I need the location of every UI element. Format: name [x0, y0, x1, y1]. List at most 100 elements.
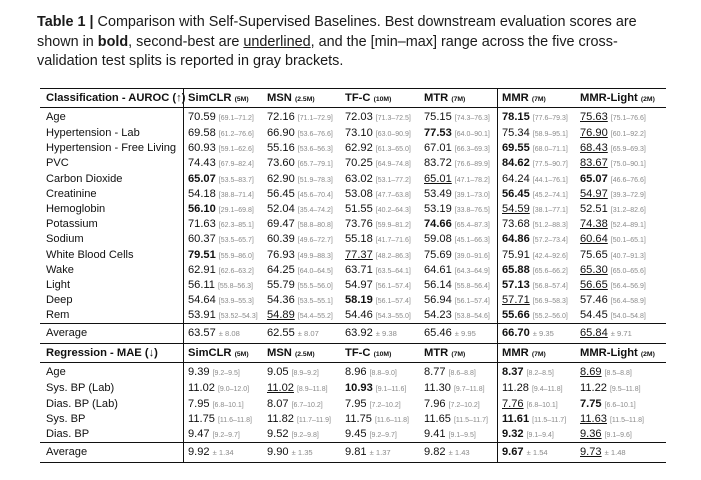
- caption-text-2: , second-best are: [128, 33, 244, 50]
- score-value: 75.34: [502, 127, 530, 139]
- score-value: 54.97: [580, 187, 608, 200]
- score-range: [54.4–55.2]: [297, 313, 333, 321]
- score-cell: 63.92 ± 9.38: [345, 327, 397, 339]
- score-value: 75.15: [424, 111, 452, 123]
- score-value: 65.01: [424, 172, 452, 185]
- score-range: [41.7–71.6]: [375, 237, 411, 245]
- score-value: 60.37: [188, 233, 216, 246]
- score-range: [56.4–56.9]: [610, 282, 646, 290]
- score-value: 54.45: [580, 309, 608, 322]
- column-size: (2M): [640, 96, 655, 103]
- table-row: Deep 54.64 [53.9–55.3] 54.36 [53.5–55.1] 58.1…: [40, 293, 666, 308]
- score-range: [55.9–86.0]: [218, 252, 254, 260]
- score-range: [9.1–9.6]: [604, 432, 632, 439]
- score-range: [11.5–11.8]: [609, 416, 644, 424]
- score-range: [33.8–76.5]: [454, 206, 490, 214]
- score-range: [71.1–72.9]: [297, 115, 333, 122]
- score-value: 64.25: [267, 263, 295, 276]
- score-cell: 56.14 [55.8–56.4]: [424, 279, 490, 291]
- score-value: 62.91: [188, 263, 216, 276]
- table-row: Sodium 60.37 [53.5–65.7] 60.39 [49.6–72.7] 55…: [40, 232, 666, 247]
- score-range: [68.0–71.1]: [532, 146, 568, 154]
- regression-section-title: Regression - MAE (↓): [46, 347, 158, 360]
- caption-underline-word: underlined: [243, 33, 311, 50]
- score-value: 57.71: [502, 294, 530, 307]
- score-range: [9.1–9.4]: [526, 432, 554, 439]
- score-value: 60.64: [580, 233, 608, 246]
- score-cell: 8.07 [6.7–10.2]: [267, 398, 323, 410]
- score-range: [69.1–71.2]: [218, 115, 254, 122]
- caption-bold-word: bold: [97, 33, 129, 50]
- score-value: 76.93: [267, 248, 295, 261]
- score-value: 9.82: [424, 446, 446, 459]
- score-cell: 56.45 [45.6–70.4]: [267, 188, 333, 200]
- score-value: 8.96: [345, 366, 367, 379]
- score-range: [31.2–82.6]: [610, 206, 646, 214]
- score-value: 9.45: [345, 428, 367, 440]
- column-header: MTR (7M): [424, 347, 465, 359]
- score-cell: 60.39 [49.6–72.7]: [267, 233, 333, 245]
- score-value: 63.02: [345, 172, 373, 185]
- table-row: Light 56.11 [55.8–56.3] 55.79 [55.5–56.0] 54.…: [40, 278, 666, 293]
- score-value: 52.04: [267, 202, 295, 215]
- best-score-cell: 11.61 [11.5–11.7]: [502, 413, 566, 425]
- score-cell: 69.58 [61.2–76.6]: [188, 127, 254, 139]
- column-divider-left: [183, 89, 184, 463]
- score-value: 56.94: [424, 294, 452, 307]
- score-range: [59.1–62.6]: [218, 146, 254, 154]
- score-value: 64.86: [502, 233, 530, 246]
- best-score-cell: 64.86 [57.2–73.4]: [502, 233, 568, 245]
- best-score-cell: 65.07 [53.5–83.7]: [188, 173, 254, 185]
- score-cell: 60.93 [59.1–62.6]: [188, 142, 254, 154]
- score-cell: 11.22 [9.5–11.8]: [580, 382, 641, 394]
- score-range: [44.1–76.1]: [532, 176, 568, 184]
- score-value: 11.75: [345, 412, 372, 425]
- score-cell: 9.90 ± 1.35: [267, 446, 313, 458]
- score-range: [57.2–73.4]: [532, 237, 568, 245]
- second-best-score-cell: 65.01 [47.1–78.2]: [424, 173, 490, 185]
- score-range: [11.7–11.9]: [296, 416, 331, 424]
- score-value: 75.91: [502, 248, 530, 261]
- score-cell: 83.72 [76.6–89.9]: [424, 157, 490, 169]
- score-value: 68.43: [580, 142, 608, 155]
- score-cell: 75.69 [39.0–91.6]: [424, 249, 490, 261]
- table-row: Potassium 71.63 [62.3–85.1] 69.47 [58.8–80.8…: [40, 217, 666, 232]
- column-size: (2.5M): [294, 96, 315, 103]
- score-value: 11.02: [188, 382, 215, 395]
- score-value: 75.69: [424, 248, 452, 261]
- score-value: 69.58: [188, 127, 216, 139]
- score-range: [55.5–56.0]: [297, 282, 333, 290]
- column-size: (10M): [373, 96, 392, 103]
- score-range: [65.6–66.2]: [532, 267, 568, 275]
- column-name: MSN: [267, 92, 292, 104]
- table-row: Hypertension - Free Living 60.93 [59.1–62.…: [40, 141, 666, 156]
- best-score-cell: 65.88 [65.6–66.2]: [502, 264, 568, 276]
- score-cell: 71.63 [62.3–85.1]: [188, 218, 254, 230]
- score-value: 11.65: [424, 412, 451, 425]
- score-value: 53.19: [424, 202, 452, 215]
- score-cell: 75.65 [40.7–91.3]: [580, 249, 646, 261]
- score-cell: 64.24 [44.1–76.1]: [502, 173, 568, 185]
- score-range: [77.6–79.3]: [532, 115, 568, 122]
- score-cell: 55.79 [55.5–56.0]: [267, 279, 333, 291]
- score-range: [63.0–90.9]: [375, 131, 411, 138]
- score-range: [48.2–86.3]: [375, 252, 411, 260]
- score-cell: 54.46 [54.3–55.0]: [345, 309, 411, 321]
- score-cell: 75.15 [74.3–76.3]: [424, 111, 490, 123]
- score-range: [45.2–74.1]: [532, 191, 568, 199]
- score-value: 64.24: [502, 172, 530, 185]
- score-range: [9.2–9.7]: [369, 432, 397, 439]
- column-header: MMR-Light (2M): [580, 347, 655, 359]
- score-range: [60.1–92.2]: [610, 131, 646, 138]
- score-value: 10.93: [345, 382, 373, 395]
- table-row: PVC 74.43 [67.9–82.4] 73.60 [65.7–79.1] 70.25…: [40, 156, 666, 171]
- score-value: 70.59: [188, 111, 216, 123]
- score-cell: 54.45 [54.0–54.8]: [580, 309, 646, 321]
- score-cell: 52.51 [31.2–82.6]: [580, 203, 646, 215]
- score-value: 74.43: [188, 157, 216, 170]
- score-range: [8.9–9.2]: [291, 370, 319, 378]
- score-value: 51.55: [345, 202, 373, 215]
- score-range: [40.2–64.3]: [375, 206, 411, 214]
- column-header: MMR (7M): [502, 347, 546, 359]
- score-std: ± 9.38: [375, 329, 397, 339]
